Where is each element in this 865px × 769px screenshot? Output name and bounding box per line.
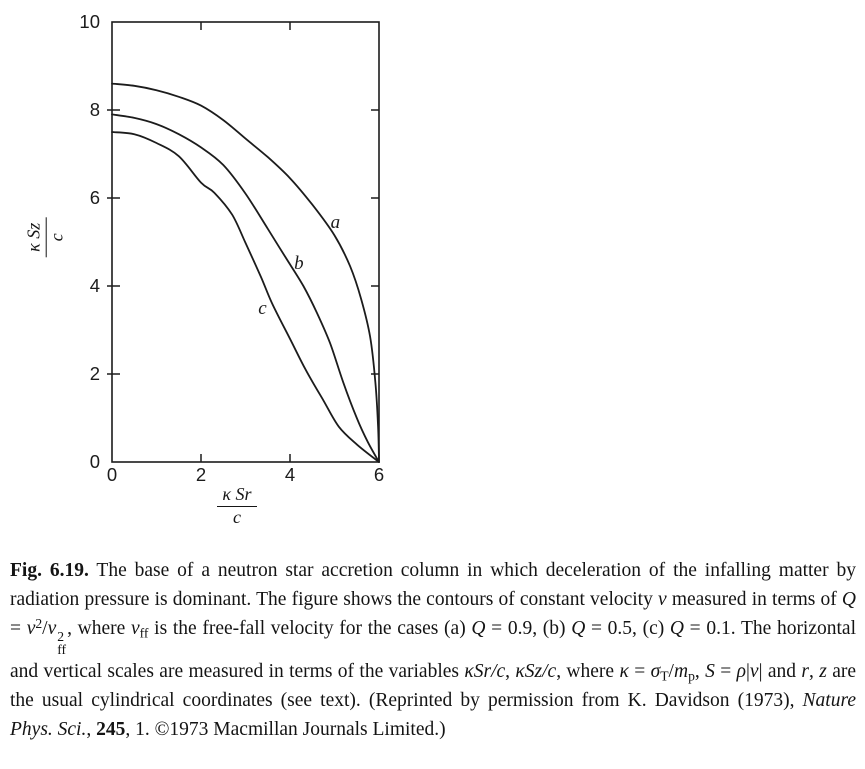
y-tick-label: 2	[90, 363, 100, 384]
x-tick-label: 4	[285, 464, 295, 485]
x-axis-label-numerator: κ Sr	[217, 484, 257, 507]
x-axis-label-denominator: c	[233, 506, 241, 527]
supsub-stack: 2 ff	[57, 628, 67, 657]
x-tick-label: 0	[107, 464, 117, 485]
y-tick-label: 10	[79, 11, 100, 32]
curve-label-b: b	[294, 253, 304, 274]
x-tick-label: 2	[196, 464, 206, 485]
chart-svg: 0 2 4 6 0 2 4 6 8 10 a b c	[79, 11, 384, 485]
y-tick-label: 6	[90, 187, 100, 208]
y-axis-label: κ Sz c	[24, 211, 68, 263]
figure-caption: Fig. 6.19. The base of a neutron star ac…	[10, 560, 857, 740]
y-tick-label: 8	[90, 99, 100, 120]
curve-c	[111, 131, 380, 463]
y-tick-label: 4	[90, 275, 100, 296]
axis-frame	[111, 21, 380, 463]
figure-plot: 0 2 4 6 0 2 4 6 8 10 a b c κ Sz c κ Sr c	[24, 11, 384, 528]
y-axis-label-numerator: κ Sz	[24, 217, 47, 257]
y-axis-label-denominator: c	[46, 233, 67, 242]
curve-b	[111, 113, 380, 463]
curve-label-a: a	[331, 212, 341, 233]
curve-a	[111, 82, 380, 463]
curve-label-c: c	[258, 298, 267, 319]
y-tick-label: 0	[90, 451, 100, 472]
x-axis-label: κ Sr c	[211, 484, 263, 528]
x-tick-label: 6	[374, 464, 384, 485]
